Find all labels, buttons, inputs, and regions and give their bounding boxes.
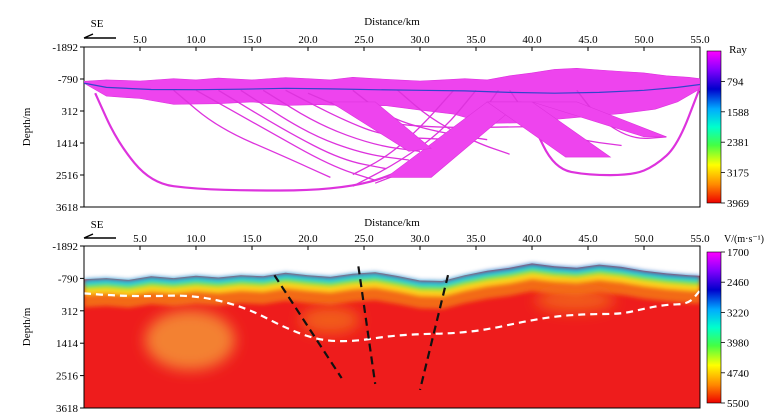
velocity-plot-frame: [83, 245, 701, 409]
velocity-colorbar-ticks: 1700 2460 3220 3980 4740 5500: [721, 247, 750, 410]
velocity-panel: SE Distance/km Depth/m 5.0 10.0 15.0 20.0 25…: [21, 217, 764, 415]
ray-path: [218, 89, 387, 170]
ray-colorbar-tick-label: 794: [727, 76, 744, 88]
velocity-x-tick-label: 5.0: [133, 233, 147, 245]
ray-x-tick-label: 15.0: [242, 34, 262, 46]
ray-colorbar-tick-label: 2381: [727, 137, 749, 149]
ray-plot-area: [84, 67, 700, 192]
ray-path: [240, 89, 409, 161]
ray-x-tick-label: 45.0: [578, 34, 598, 46]
ray-paths: [94, 87, 700, 192]
ray-x-tick-label: 50.0: [634, 34, 654, 46]
velocity-x-tick-label: 35.0: [466, 233, 486, 245]
velocity-colorbar-tick-label: 3980: [727, 338, 750, 350]
ray-deep-path-east: [531, 87, 700, 177]
velocity-y-tick-label: -1892: [52, 241, 78, 253]
ray-panel: SE Distance/km Depth/m 5.0 10.0 15.0 20.0 25…: [21, 16, 750, 214]
velocity-x-tick-label: 55.0: [690, 233, 710, 245]
velocity-x-tick-label: 45.0: [578, 233, 598, 245]
ray-x-tick-label: 20.0: [298, 34, 318, 46]
fault-line: [418, 274, 450, 391]
ray-path: [262, 89, 421, 152]
ray-y-ticks: -1892 -790 312 1414 2516 3618: [52, 42, 84, 214]
velocity-y-tick-label: -790: [58, 273, 79, 285]
ray-y-tick-label: -1892: [52, 42, 78, 54]
velocity-direction-arrow-icon: [83, 233, 116, 239]
velocity-y-tick-label: 2516: [56, 371, 79, 383]
ray-direction-arrow-icon: [83, 33, 116, 39]
velocity-plot-area: [84, 246, 700, 408]
velocity-colorbar-tick-label: 1700: [727, 247, 750, 259]
ray-y-tick-label: 2516: [56, 170, 79, 182]
velocity-colorbar-tick-label: 2460: [727, 277, 750, 289]
ray-dense-path: [84, 82, 700, 94]
velocity-x-tick-label: 50.0: [634, 233, 654, 245]
ray-path: [397, 89, 510, 155]
velocity-y-tick-label: 312: [62, 306, 79, 318]
velocity-colorbar-tick-label: 3220: [727, 307, 750, 319]
velocity-x-tick-label: 15.0: [242, 233, 262, 245]
ray-bundle: [531, 101, 667, 138]
velocity-x-axis-label: Distance/km: [364, 217, 420, 229]
velocity-mid-layer: [84, 263, 700, 309]
velocity-x-tick-label: 10.0: [186, 233, 206, 245]
ray-colorbar-bar: [706, 50, 722, 204]
velocity-colorbar-tick-label: 5500: [727, 398, 750, 410]
ray-path: [352, 89, 455, 176]
ray-y-tick-label: -790: [58, 74, 79, 86]
velocity-y-ticks: -1892 -790 312 1414 2516 3618: [52, 241, 84, 415]
ray-x-tick-label: 55.0: [690, 34, 710, 46]
ray-direction-label: SE: [91, 18, 104, 30]
velocity-x-tick-label: 40.0: [522, 233, 542, 245]
velocity-x-tick-label: 30.0: [410, 233, 430, 245]
velocity-x-ticks: 5.0 10.0 15.0 20.0 25.0 30.0 35.0 40.0 45.0 50.0 5…: [133, 233, 710, 250]
ray-path: [195, 89, 376, 181]
velocity-y-tick-label: 1414: [56, 338, 79, 350]
velocity-faults: [273, 266, 450, 391]
ray-bundle: [329, 101, 432, 152]
velocity-anomalies: [145, 288, 615, 370]
ray-colorbar-tick-label: 3969: [727, 198, 750, 210]
ray-colorbar-ticks: 794 1588 2381 3175 3969: [721, 76, 750, 210]
fault-line: [273, 274, 343, 379]
ray-y-tick-label: 312: [62, 106, 79, 118]
ray-x-tick-label: 30.0: [410, 34, 430, 46]
velocity-colorbar-bar: [706, 251, 722, 404]
ray-x-axis-label: Distance/km: [364, 16, 420, 28]
ray-colorbar: Ray 794 1588 2381 3175 3969: [706, 44, 750, 210]
ray-deep-path: [94, 92, 432, 192]
ray-x-tick-label: 10.0: [186, 34, 206, 46]
velocity-direction-label: SE: [91, 219, 104, 231]
ray-y-tick-label: 1414: [56, 138, 79, 150]
velocity-anomaly-west: [145, 310, 235, 370]
velocity-colorbar: V/(m·s⁻¹) 1700 2460 3220 3980 4740 5500: [706, 234, 764, 410]
ray-colorbar-tick-label: 1588: [727, 107, 750, 119]
ray-bundle: [486, 101, 612, 158]
ray-x-tick-label: 25.0: [354, 34, 374, 46]
ray-x-tick-label: 35.0: [466, 34, 486, 46]
velocity-interface-line: [84, 289, 700, 343]
velocity-anomaly-central: [300, 306, 360, 334]
velocity-y-tick-label: 3618: [56, 403, 79, 415]
velocity-y-axis-label: Depth/m: [21, 307, 33, 346]
velocity-x-tick-label: 20.0: [298, 233, 318, 245]
velocity-cyan-band: [84, 263, 700, 287]
velocity-colorbar-tick-label: 4740: [727, 368, 750, 380]
ray-x-tick-label: 5.0: [133, 34, 147, 46]
ray-colorbar-tick-label: 3175: [727, 168, 750, 180]
ray-y-axis-label: Depth/m: [21, 107, 33, 146]
ray-y-tick-label: 3618: [56, 202, 79, 214]
ray-x-tick-label: 40.0: [522, 34, 542, 46]
fault-line: [357, 266, 377, 385]
velocity-x-tick-label: 25.0: [354, 233, 374, 245]
velocity-colorbar-title: V/(m·s⁻¹): [724, 234, 764, 245]
velocity-anomaly-east: [535, 288, 615, 312]
ray-x-ticks: 5.0 10.0 15.0 20.0 25.0 30.0 35.0 40.0 45.0 50.0 5…: [133, 34, 710, 51]
ray-colorbar-title: Ray: [729, 44, 747, 56]
ray-path: [173, 89, 331, 178]
